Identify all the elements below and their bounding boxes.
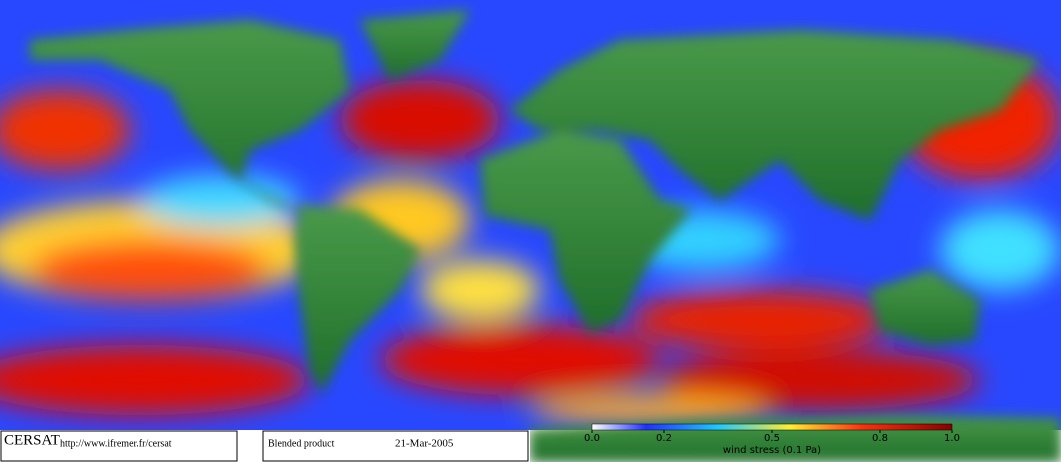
product-box <box>262 430 529 462</box>
colorbar: wind stress (0.1 Pa) 0.0 0.2 0.5 0.8 1.0 <box>584 423 960 456</box>
colorbar-tick-label: 0.8 <box>872 433 888 444</box>
logo: CERSAT <box>4 432 60 448</box>
continents <box>29 9 1061 462</box>
product: Blended product <box>268 438 335 449</box>
south-america <box>294 204 421 394</box>
australia <box>869 269 981 346</box>
colorbar-tick-label: 0.0 <box>584 433 600 444</box>
colorbar-label: wind stress (0.1 Pa) <box>723 445 821 456</box>
colorbar-gradient <box>591 423 953 431</box>
wind-field <box>0 60 1060 425</box>
date: 21-Mar-2005 <box>395 438 454 450</box>
colorbar-tick-label: 0.5 <box>764 433 780 444</box>
credit-box <box>0 430 238 462</box>
africa <box>479 129 691 333</box>
greenland <box>359 9 471 81</box>
url: http://www.ifremer.fr/cersat <box>60 438 172 449</box>
eurasia <box>509 29 1041 221</box>
north-america <box>29 19 351 213</box>
colorbar-tick-label: 1.0 <box>944 433 960 444</box>
colorbar-tick-label: 0.2 <box>656 433 672 444</box>
